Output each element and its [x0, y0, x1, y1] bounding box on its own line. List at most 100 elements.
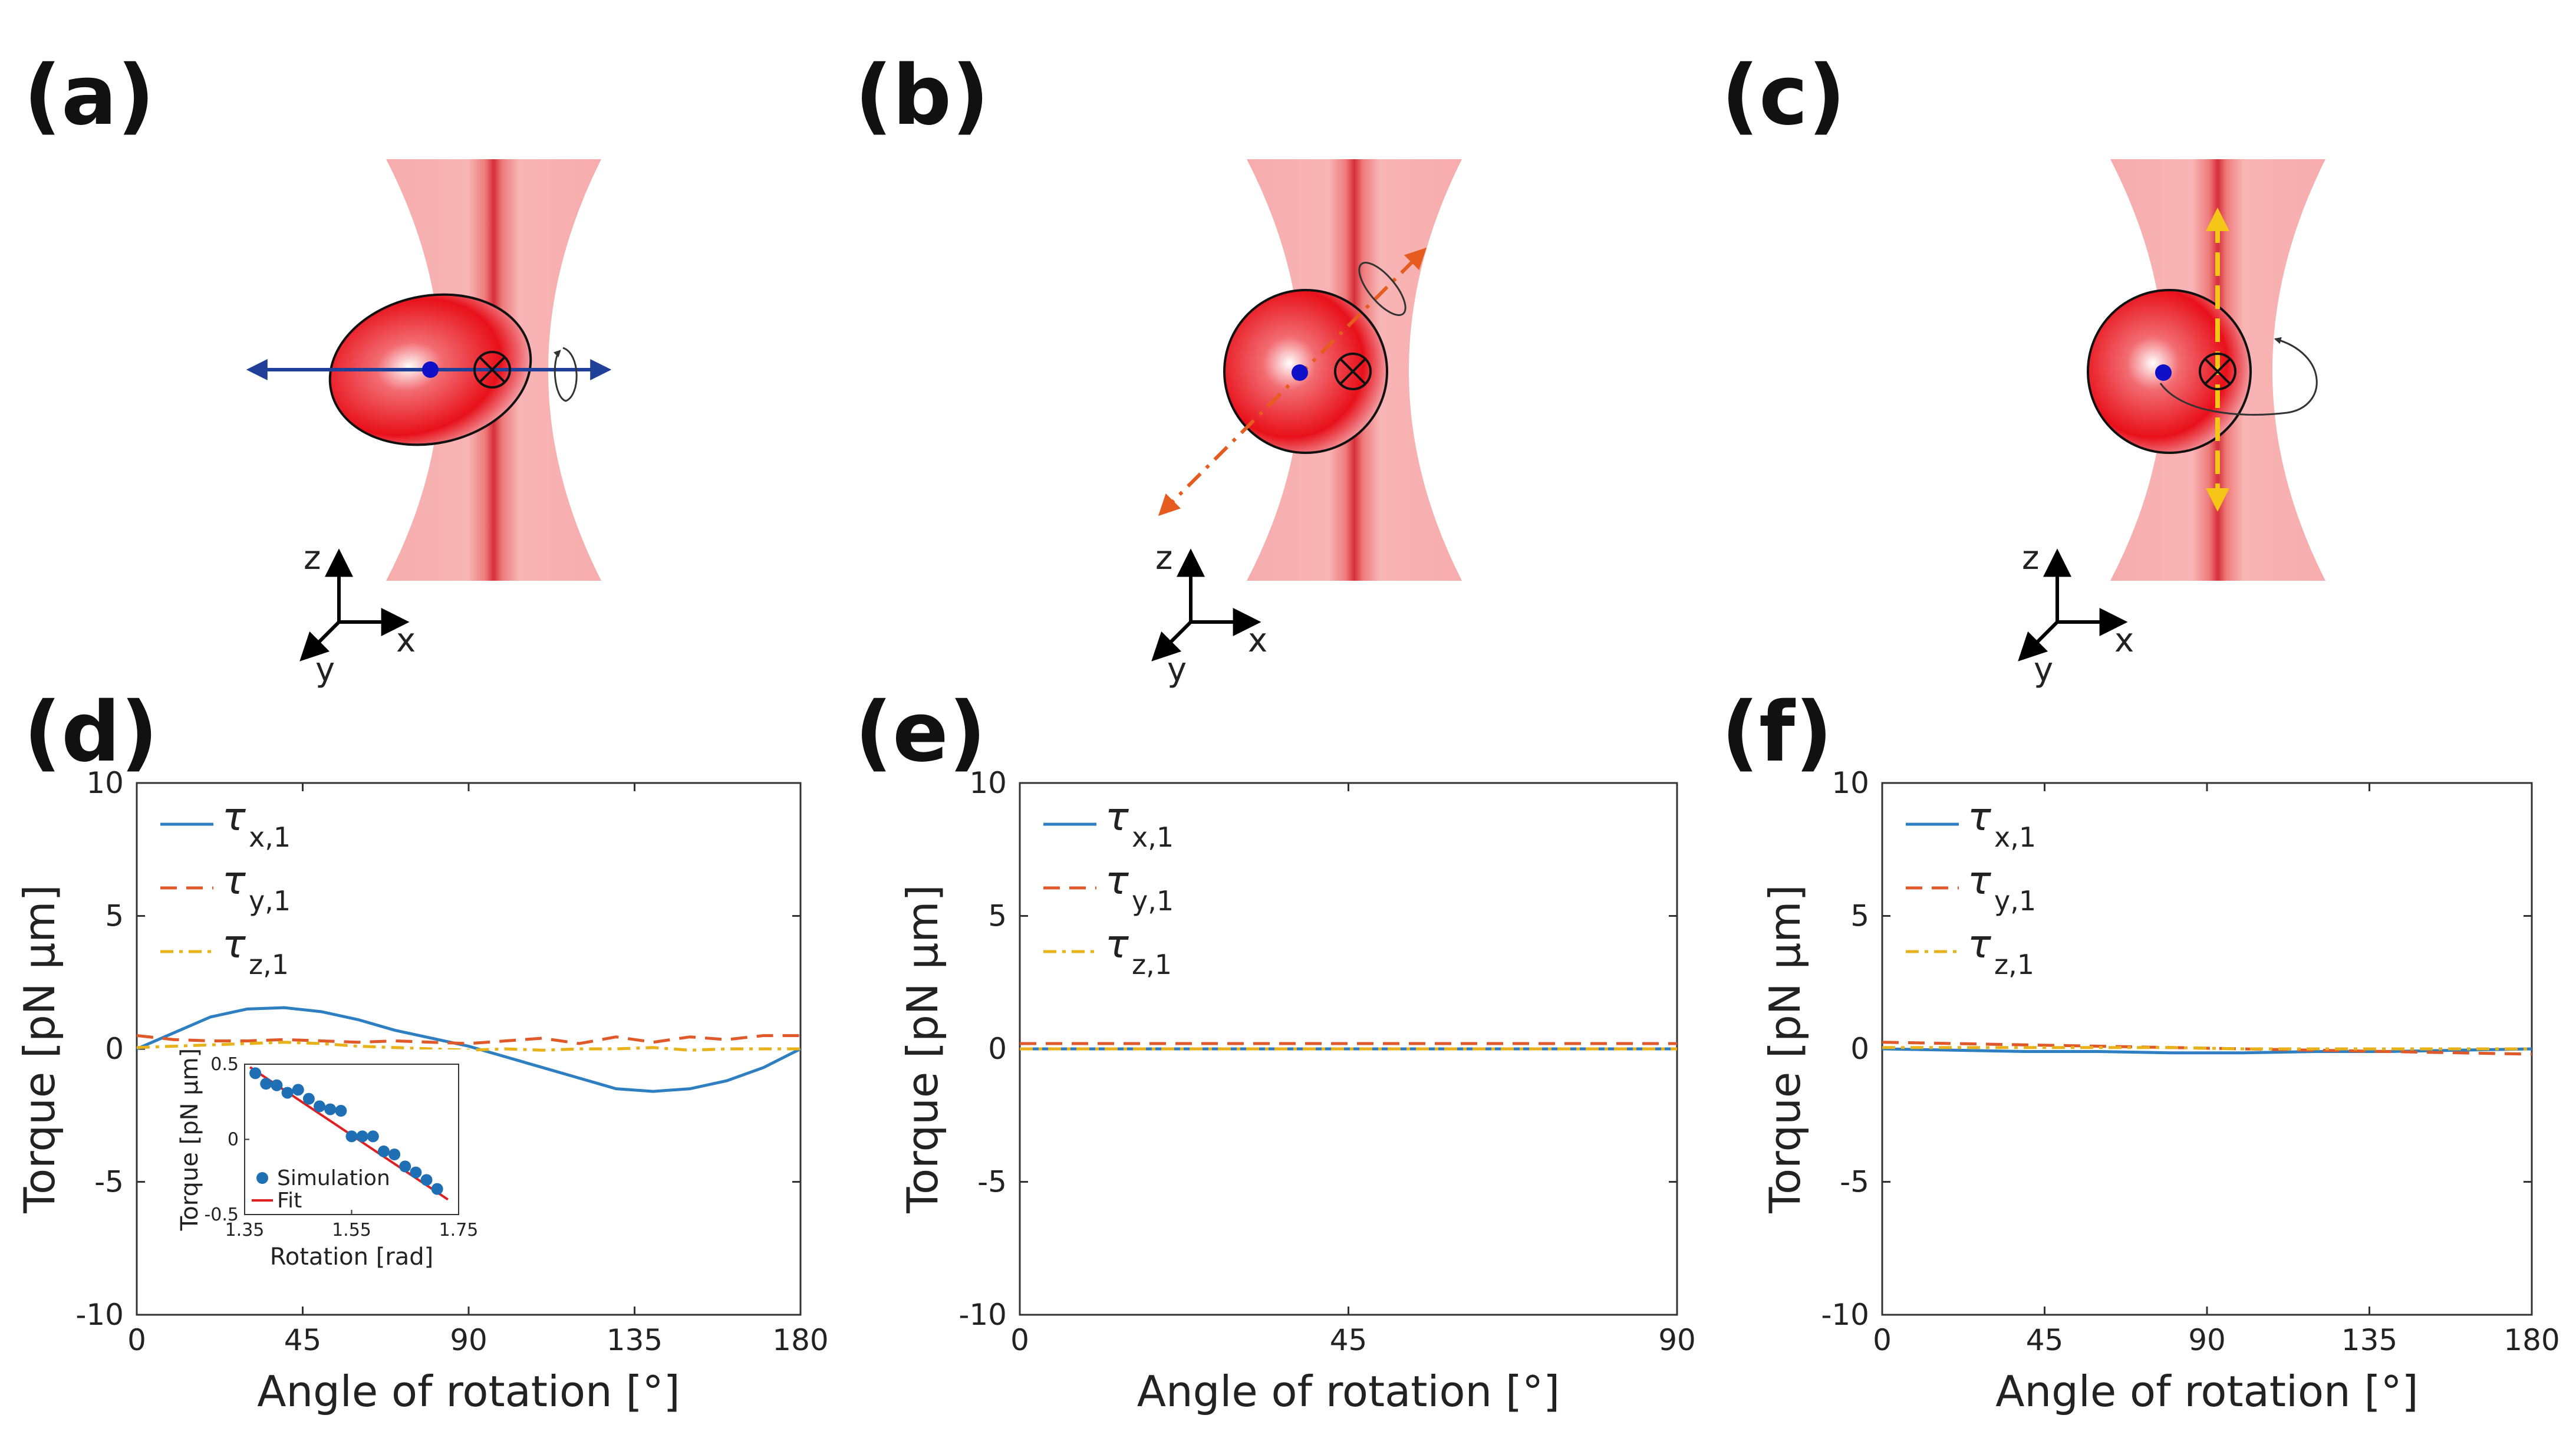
inset-sim-point	[281, 1087, 294, 1099]
x-tick-label: 45	[1330, 1323, 1368, 1357]
inset-y-axis-label: Torque [pN µm]	[176, 1048, 203, 1232]
series-line-tau-x	[1882, 1047, 2532, 1055]
legend-tau-symbol: τ	[222, 858, 246, 903]
y-tick-label: -10	[75, 1298, 124, 1332]
panel-label-e: (e)	[855, 685, 986, 781]
inset-x-tick-label: 1.35	[225, 1220, 265, 1240]
coordinate-axes-a: z x y	[299, 539, 416, 689]
chart-f: 0 45 90 135 180 -10 -5 0 5 10 Angle of rotation [°…	[1760, 766, 2560, 1416]
legend-tau-symbol: τ	[1968, 794, 1992, 840]
legend-tau-symbol: τ	[1105, 858, 1129, 903]
panel-label-c: (c)	[1721, 48, 1846, 144]
x-tick-label: 90	[1658, 1323, 1696, 1357]
inset-sim-point	[410, 1166, 422, 1179]
y-axis-label: Torque [pN µm]	[15, 884, 64, 1213]
axis-y-label: y	[2034, 651, 2053, 689]
legend-tau-symbol: τ	[222, 794, 246, 840]
x-tick-label: 135	[2341, 1323, 2397, 1357]
x-tick-label: 0	[1010, 1323, 1029, 1357]
y-tick-label: -10	[1821, 1298, 1869, 1332]
y-tick-label: 5	[1850, 899, 1869, 933]
y-tick-label: 0	[105, 1032, 124, 1066]
inset-sim-point	[388, 1149, 401, 1160]
inset-sim-point	[345, 1130, 358, 1143]
inset-sim-point	[399, 1160, 411, 1173]
series-line-tau-z	[1882, 1046, 2532, 1051]
legend-tau-symbol: τ	[1968, 858, 1992, 903]
legend-subscript: z,1	[249, 949, 289, 980]
inset-x-tick-label: 1.55	[332, 1220, 371, 1240]
inset-sim-point	[324, 1103, 337, 1115]
x-tick-label: 180	[2503, 1323, 2559, 1357]
beam-direction-icon-b	[1334, 353, 1372, 390]
axis-z-label: z	[2022, 539, 2039, 577]
inset-y-tick-label: 0	[228, 1130, 239, 1150]
y-tick-label: -5	[1840, 1165, 1869, 1199]
coordinate-axes-b: z x y	[1151, 539, 1267, 689]
y-tick-label: 10	[969, 766, 1007, 800]
y-tick-label: 10	[86, 766, 124, 800]
y-axis-label: Torque [pN µm]	[1760, 884, 1810, 1213]
rotation-arrow-icon-a	[553, 347, 578, 402]
inset-sim-point	[377, 1145, 390, 1157]
center-dot-c	[2155, 364, 2172, 381]
illustration-b: z x y	[1151, 159, 1462, 689]
series-line-tau-x	[136, 1006, 802, 1093]
legend-tau-symbol: τ	[1105, 794, 1129, 840]
x-tick-label: 45	[284, 1323, 322, 1357]
x-tick-label: 90	[2188, 1323, 2226, 1357]
rotation-axis-b	[1158, 247, 1427, 516]
inset-x-axis-label: Rotation [rad]	[270, 1243, 434, 1271]
y-tick-label: -10	[958, 1298, 1007, 1332]
x-tick-label: 0	[127, 1323, 146, 1357]
inset-sim-point	[335, 1105, 347, 1117]
inset-sim-point	[271, 1079, 283, 1091]
legend-tau-symbol: τ	[1968, 922, 1992, 967]
beam-direction-icon-a	[473, 351, 511, 389]
inset-y-tick-label: -0.5	[204, 1205, 239, 1225]
axis-y-label: y	[1167, 651, 1187, 689]
x-axis-label: Angle of rotation [°]	[1137, 1367, 1560, 1416]
legend-subscript: x,1	[1132, 821, 1174, 853]
panel-label-d: (d)	[24, 685, 158, 781]
center-dot-a	[422, 361, 439, 378]
series-line-tau-y	[136, 1034, 801, 1045]
beam-direction-icon-c	[2199, 353, 2236, 390]
center-dot-b	[1292, 364, 1308, 381]
inset-sim-point	[420, 1174, 433, 1186]
axis-z-label: z	[304, 539, 321, 577]
illustration-a: z x y	[246, 159, 612, 689]
inset-sim-point	[260, 1078, 272, 1090]
legend-tau-symbol: τ	[222, 922, 246, 967]
legend-subscript: y,1	[1132, 885, 1174, 917]
y-tick-label: 10	[1831, 766, 1869, 800]
inset-legend-swatch-simulation	[256, 1172, 268, 1184]
rotation-arrow-icon-c	[2159, 337, 2318, 416]
chart-d: 0 45 90 135 180 -10 -5 0 5 10 Angle of rotation [°…	[15, 766, 829, 1416]
axis-x-label: x	[2114, 621, 2134, 660]
chart-e: 0 45 90 -10 -5 0 5 10 Angle of rotation [°] Torqu…	[898, 766, 1696, 1416]
axis-y-label: y	[315, 651, 335, 689]
inset-sim-point	[292, 1084, 304, 1096]
inset-sim-point	[302, 1093, 315, 1105]
y-tick-label: 0	[1850, 1032, 1869, 1066]
inset-sim-point	[314, 1100, 326, 1113]
legend-subscript: x,1	[1994, 821, 2036, 853]
legend-subscript: x,1	[249, 821, 291, 853]
panel-label-f: (f)	[1721, 685, 1833, 781]
y-tick-label: 0	[988, 1032, 1007, 1066]
x-tick-label: 0	[1873, 1323, 1892, 1357]
x-axis-label: Angle of rotation [°]	[1995, 1367, 2418, 1416]
inset-sim-point	[367, 1130, 379, 1143]
inset-legend-fit: Fit	[277, 1189, 302, 1213]
y-axis-label: Torque [pN µm]	[898, 884, 947, 1213]
inset-sim-point	[431, 1183, 443, 1195]
inset-sim-point	[356, 1130, 368, 1143]
x-axis-label: Angle of rotation [°]	[257, 1367, 680, 1416]
x-tick-label: 90	[450, 1323, 487, 1357]
axis-x-label: x	[396, 621, 416, 660]
legend-subscript: y,1	[1994, 885, 2036, 917]
inset-y-tick-label: 0.5	[210, 1054, 239, 1075]
axis-x-label: x	[1248, 621, 1267, 660]
x-tick-label: 180	[772, 1323, 828, 1357]
